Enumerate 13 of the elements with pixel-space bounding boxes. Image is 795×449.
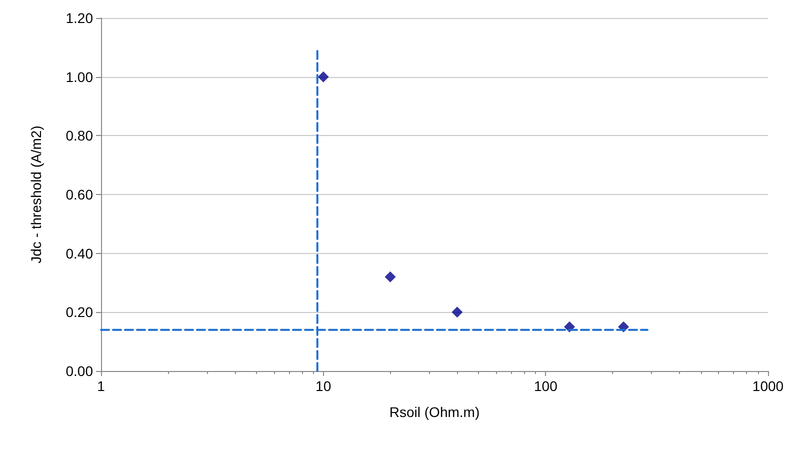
y-tick-label: 1.00 — [66, 68, 94, 85]
x-tick-label: 100 — [534, 378, 558, 394]
y-tick-label: 0.60 — [66, 186, 94, 202]
y-tick-label: 0.40 — [66, 245, 94, 262]
x-tick-label: 10 — [316, 378, 332, 394]
x-tick-label: 1 — [97, 378, 106, 394]
y-tick-label: 0.80 — [66, 128, 94, 144]
x-tick-label: 1000 — [752, 378, 784, 394]
y-tick-label: 0.20 — [66, 304, 94, 320]
y-tick-label: 0.00 — [66, 363, 94, 379]
y-tick-label: 1.20 — [66, 10, 94, 26]
x-axis-title: Rsoil (Ohm.m) — [389, 404, 480, 420]
y-axis-title: Jdc - threshold (A/m2) — [28, 126, 44, 264]
